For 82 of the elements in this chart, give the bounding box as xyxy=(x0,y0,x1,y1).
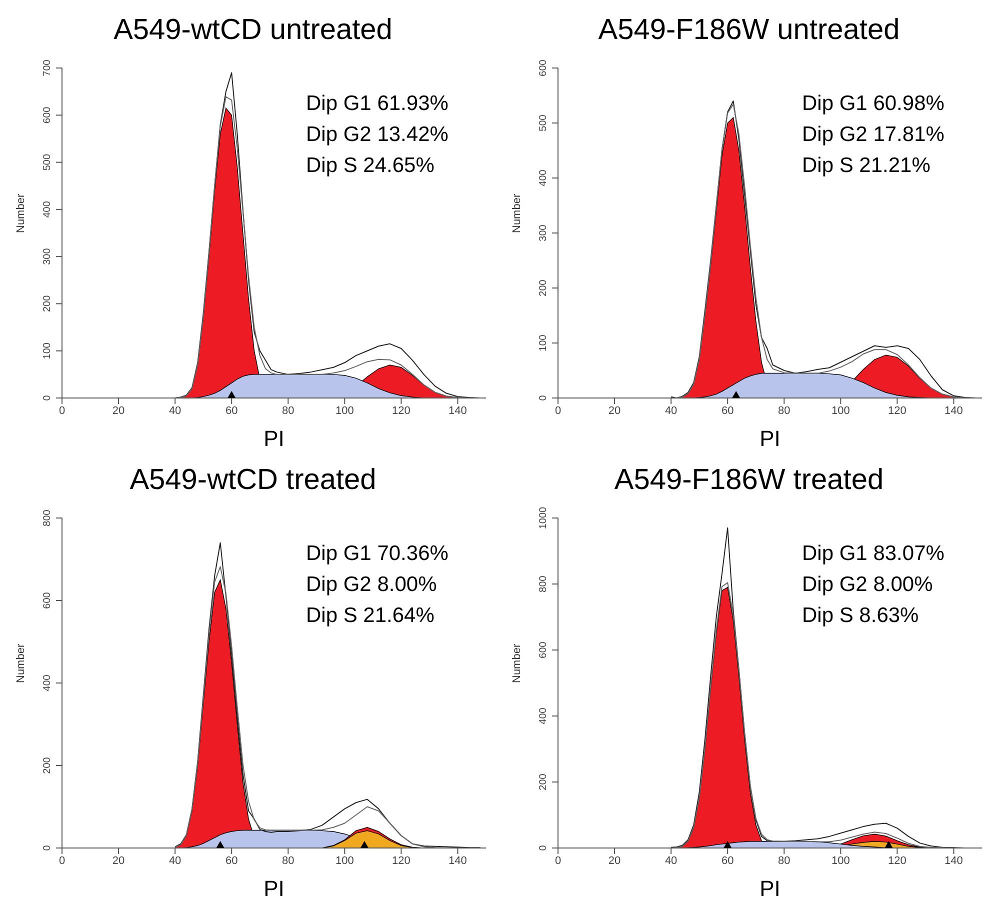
x-tick-label: 100 xyxy=(831,404,850,417)
y-tick-label: 300 xyxy=(42,248,53,265)
y-tick-label: 700 xyxy=(42,59,53,76)
y-tick-label: 0 xyxy=(538,844,549,851)
x-tick-label: 0 xyxy=(58,854,66,867)
x-tick-label: 140 xyxy=(448,404,467,417)
annotation: Dip G1 83.07% xyxy=(802,541,944,567)
x-tick-label: 40 xyxy=(664,854,678,867)
annotation: Dip G2 8.00% xyxy=(306,572,438,598)
y-axis-title: Number xyxy=(14,194,27,233)
x-tick-label: 40 xyxy=(168,854,182,867)
y-tick-label: 400 xyxy=(538,169,549,186)
y-tick-label: 500 xyxy=(42,154,53,171)
annotation: Dip G1 70.36% xyxy=(306,541,448,567)
chart-title: A549-F186W treated xyxy=(613,463,885,498)
annotation: Dip S 24.65% xyxy=(306,153,436,179)
x-axis-title: PI xyxy=(760,426,780,451)
x-tick-label: 140 xyxy=(448,854,467,867)
y-tick-label: 500 xyxy=(538,114,549,132)
x-tick-label: 20 xyxy=(112,854,125,867)
x-tick-label: 140 xyxy=(944,854,963,867)
x-tick-label: 0 xyxy=(554,854,562,867)
x-tick-label: 40 xyxy=(168,404,182,417)
x-tick-label: 60 xyxy=(721,854,734,867)
x-tick-label: 60 xyxy=(225,854,238,867)
annotation: Dip G2 17.81% xyxy=(802,122,944,148)
x-tick-label: 80 xyxy=(778,404,790,417)
y-tick-label: 600 xyxy=(538,59,549,76)
y-axis-title: Number xyxy=(510,644,523,683)
x-tick-label: 140 xyxy=(944,404,963,417)
x-tick-label: 100 xyxy=(335,854,354,867)
x-tick-label: 40 xyxy=(664,404,678,417)
x-tick-label: 20 xyxy=(112,404,125,417)
annotation: Dip G2 8.00% xyxy=(802,572,934,598)
y-tick-label: 400 xyxy=(538,707,549,724)
y-tick-label: 600 xyxy=(42,106,53,124)
x-tick-label: 120 xyxy=(392,854,410,867)
x-axis-title: PI xyxy=(264,426,284,451)
y-tick-label: 600 xyxy=(538,641,549,658)
annotation: Dip S 21.64% xyxy=(306,603,436,629)
chart-title: A549-wtCD treated xyxy=(128,463,378,498)
y-tick-label: 0 xyxy=(42,394,53,401)
y-tick-label: 100 xyxy=(42,342,53,360)
x-tick-label: 20 xyxy=(608,854,621,867)
y-tick-label: 0 xyxy=(42,844,53,851)
annotation: Dip S 21.21% xyxy=(802,153,932,179)
y-axis-title: Number xyxy=(14,644,27,683)
x-tick-label: 80 xyxy=(282,854,294,867)
y-tick-label: 300 xyxy=(538,224,549,242)
y-tick-label: 800 xyxy=(538,575,549,592)
x-tick-label: 60 xyxy=(225,404,238,417)
x-tick-label: 60 xyxy=(721,404,734,417)
y-tick-label: 200 xyxy=(42,756,53,774)
x-axis-title: PI xyxy=(264,876,284,898)
annotation: Dip G1 60.98% xyxy=(802,91,944,117)
chart-title: A549-F186W untreated xyxy=(597,13,901,48)
y-tick-label: 800 xyxy=(42,509,53,526)
y-axis-title: Number xyxy=(510,194,523,233)
annotation: Dip G2 13.42% xyxy=(306,122,448,148)
x-tick-label: 20 xyxy=(608,404,621,417)
y-tick-label: 200 xyxy=(538,773,549,790)
x-tick-label: 80 xyxy=(778,854,790,867)
x-tick-label: 0 xyxy=(554,404,562,417)
annotation: Dip G1 61.93% xyxy=(306,91,448,117)
y-tick-label: 400 xyxy=(42,674,53,692)
y-tick-label: 200 xyxy=(538,279,549,296)
y-tick-label: 600 xyxy=(42,592,53,609)
y-tick-label: 200 xyxy=(42,294,53,312)
annotation: Dip S 8.63% xyxy=(802,603,920,629)
x-tick-label: 0 xyxy=(58,404,66,417)
y-tick-label: 100 xyxy=(538,334,549,352)
y-tick-label: 0 xyxy=(538,394,549,401)
y-tick-label: 400 xyxy=(42,200,53,218)
x-tick-label: 100 xyxy=(831,854,850,867)
chart-title: A549-wtCD untreated xyxy=(112,13,394,48)
x-tick-label: 120 xyxy=(888,854,906,867)
x-tick-label: 120 xyxy=(888,404,906,417)
x-tick-label: 80 xyxy=(282,404,294,417)
x-tick-label: 100 xyxy=(335,404,354,417)
x-axis-title: PI xyxy=(760,876,780,898)
y-tick-label: 1000 xyxy=(538,506,549,530)
x-tick-label: 120 xyxy=(392,404,410,417)
